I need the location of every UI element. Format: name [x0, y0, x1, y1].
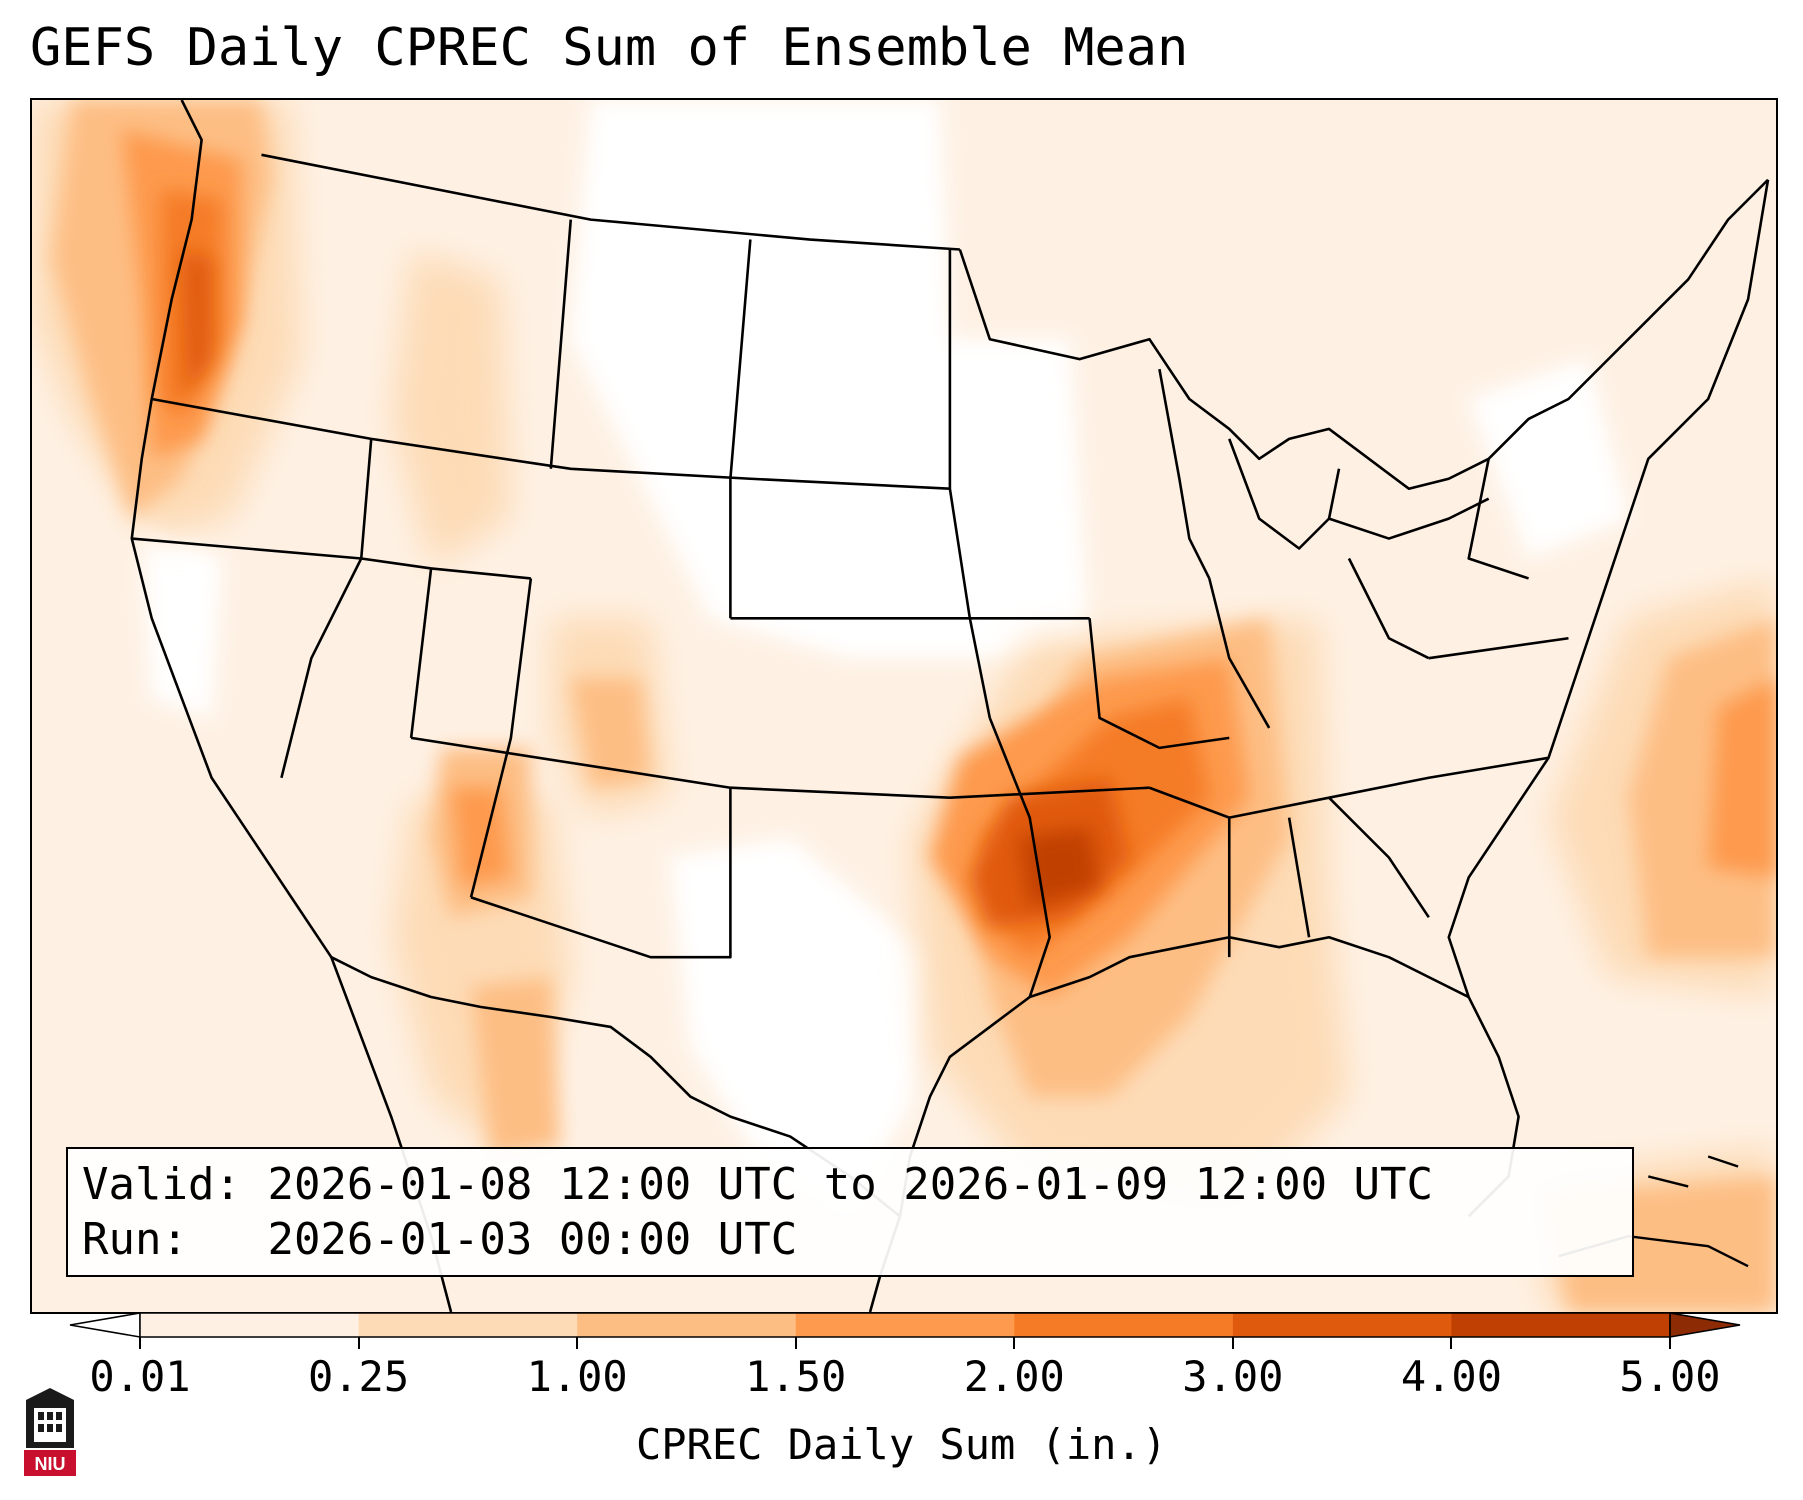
- colorbar-tick-label: 1.50: [745, 1352, 847, 1401]
- precipitation-map: [30, 98, 1778, 1314]
- precip-max-areas: [1019, 827, 1100, 908]
- colorbar-tick-mark: [794, 1337, 797, 1349]
- colorbar-tick-mark: [1231, 1337, 1234, 1349]
- colorbar-tick-label: 0.25: [307, 1352, 410, 1401]
- colorbar-tick-label: 5.00: [1619, 1352, 1721, 1401]
- run-label: Run:: [82, 1214, 188, 1265]
- coastline-and-borders: [130, 100, 1770, 1312]
- colorbar-tick-label: 4.00: [1400, 1352, 1502, 1401]
- valid-row: Valid: 2026-01-08 12:00 UTC to 2026-01-0…: [82, 1157, 1618, 1212]
- colorbar-segment: [577, 1313, 797, 1337]
- colorbar-tick-label: 0.01: [89, 1352, 191, 1401]
- valid-value: 2026-01-08 12:00 UTC to 2026-01-09 12:00…: [267, 1159, 1434, 1210]
- colorbar-segment: [358, 1313, 578, 1337]
- colorbar-tick-mark: [1450, 1337, 1453, 1349]
- valid-label: Valid:: [82, 1159, 241, 1210]
- colorbar-graphic: [69, 1312, 1741, 1338]
- colorbar-segment: [140, 1313, 360, 1337]
- svg-text:NIU: NIU: [35, 1454, 66, 1474]
- validity-info-box: Valid: 2026-01-08 12:00 UTC to 2026-01-0…: [66, 1147, 1634, 1277]
- niu-logo: NIU: [22, 1386, 78, 1478]
- niu-logo-icon: NIU: [24, 1388, 76, 1476]
- colorbar-extend-low: [69, 1312, 141, 1338]
- colorbar: [69, 1312, 1741, 1338]
- colorbar-tick-label: 2.00: [963, 1352, 1065, 1401]
- colorbar-segment: [1451, 1313, 1671, 1337]
- run-value: 2026-01-03 00:00 UTC: [267, 1214, 798, 1265]
- run-row: Run: 2026-01-03 00:00 UTC: [82, 1212, 1618, 1267]
- colorbar-tick-label: 3.00: [1182, 1352, 1284, 1401]
- map-title: GEFS Daily CPREC Sum of Ensemble Mean: [30, 18, 1189, 78]
- colorbar-tick-mark: [1669, 1337, 1671, 1349]
- colorbar-segment: [1014, 1313, 1234, 1337]
- colorbar-label: CPREC Daily Sum (in.): [635, 1420, 1167, 1469]
- colorbar-tick-mark: [1013, 1337, 1016, 1349]
- map-canvas: [32, 100, 1776, 1312]
- precip-zero-areas: [141, 100, 1629, 1207]
- colorbar-tick-mark: [576, 1337, 579, 1349]
- colorbar-tick-mark: [139, 1337, 141, 1349]
- colorbar-extend-high: [1669, 1312, 1741, 1338]
- colorbar-tick-label: 1.00: [526, 1352, 628, 1401]
- colorbar-tick-mark: [357, 1337, 360, 1349]
- colorbar-segment: [795, 1313, 1015, 1337]
- colorbar-segment: [1232, 1313, 1452, 1337]
